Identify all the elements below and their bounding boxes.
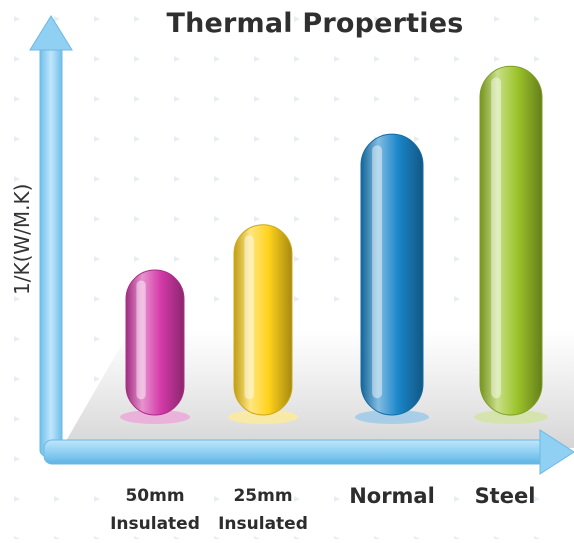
bar-shadow	[355, 410, 429, 424]
x-tick-label-line: Normal	[349, 484, 435, 508]
x-tick-label: Steel	[440, 484, 570, 508]
x-tick-label-line: Insulated	[218, 514, 308, 534]
bar-highlight	[491, 77, 502, 399]
axes	[29, 15, 574, 475]
x-tick-label: 25mm Insulated	[198, 482, 328, 538]
bar-shadow	[120, 410, 190, 424]
x-tick-label-line: Steel	[474, 484, 536, 508]
bar-highlight	[372, 145, 383, 399]
x-axis-arrowhead	[539, 429, 574, 475]
chart-title: Thermal Properties	[166, 8, 464, 39]
bar-highlight	[136, 280, 146, 400]
bar-shadow	[228, 410, 298, 424]
x-tick-label: 50mm Insulated	[90, 482, 220, 538]
x-tick-label-line: 25mm	[233, 486, 293, 506]
y-axis-arrowhead	[29, 15, 73, 51]
x-tick-label-line: Insulated	[110, 514, 200, 534]
bar	[360, 133, 424, 416]
y-axis-label-wrap: 1/K(W/M.K)	[2, 184, 42, 295]
y-axis-label: 1/K(W/M.K)	[10, 183, 34, 295]
x-tick-label-line: 50mm	[125, 486, 185, 506]
bar-shadow	[474, 410, 548, 424]
bar	[479, 65, 543, 416]
bar	[125, 269, 185, 416]
x-axis	[43, 439, 547, 465]
bar	[233, 224, 293, 416]
y-axis	[39, 45, 63, 457]
bars	[120, 65, 548, 424]
bar-highlight	[244, 235, 254, 400]
chart-floor	[62, 330, 574, 448]
x-tick-label: Normal	[327, 484, 457, 508]
